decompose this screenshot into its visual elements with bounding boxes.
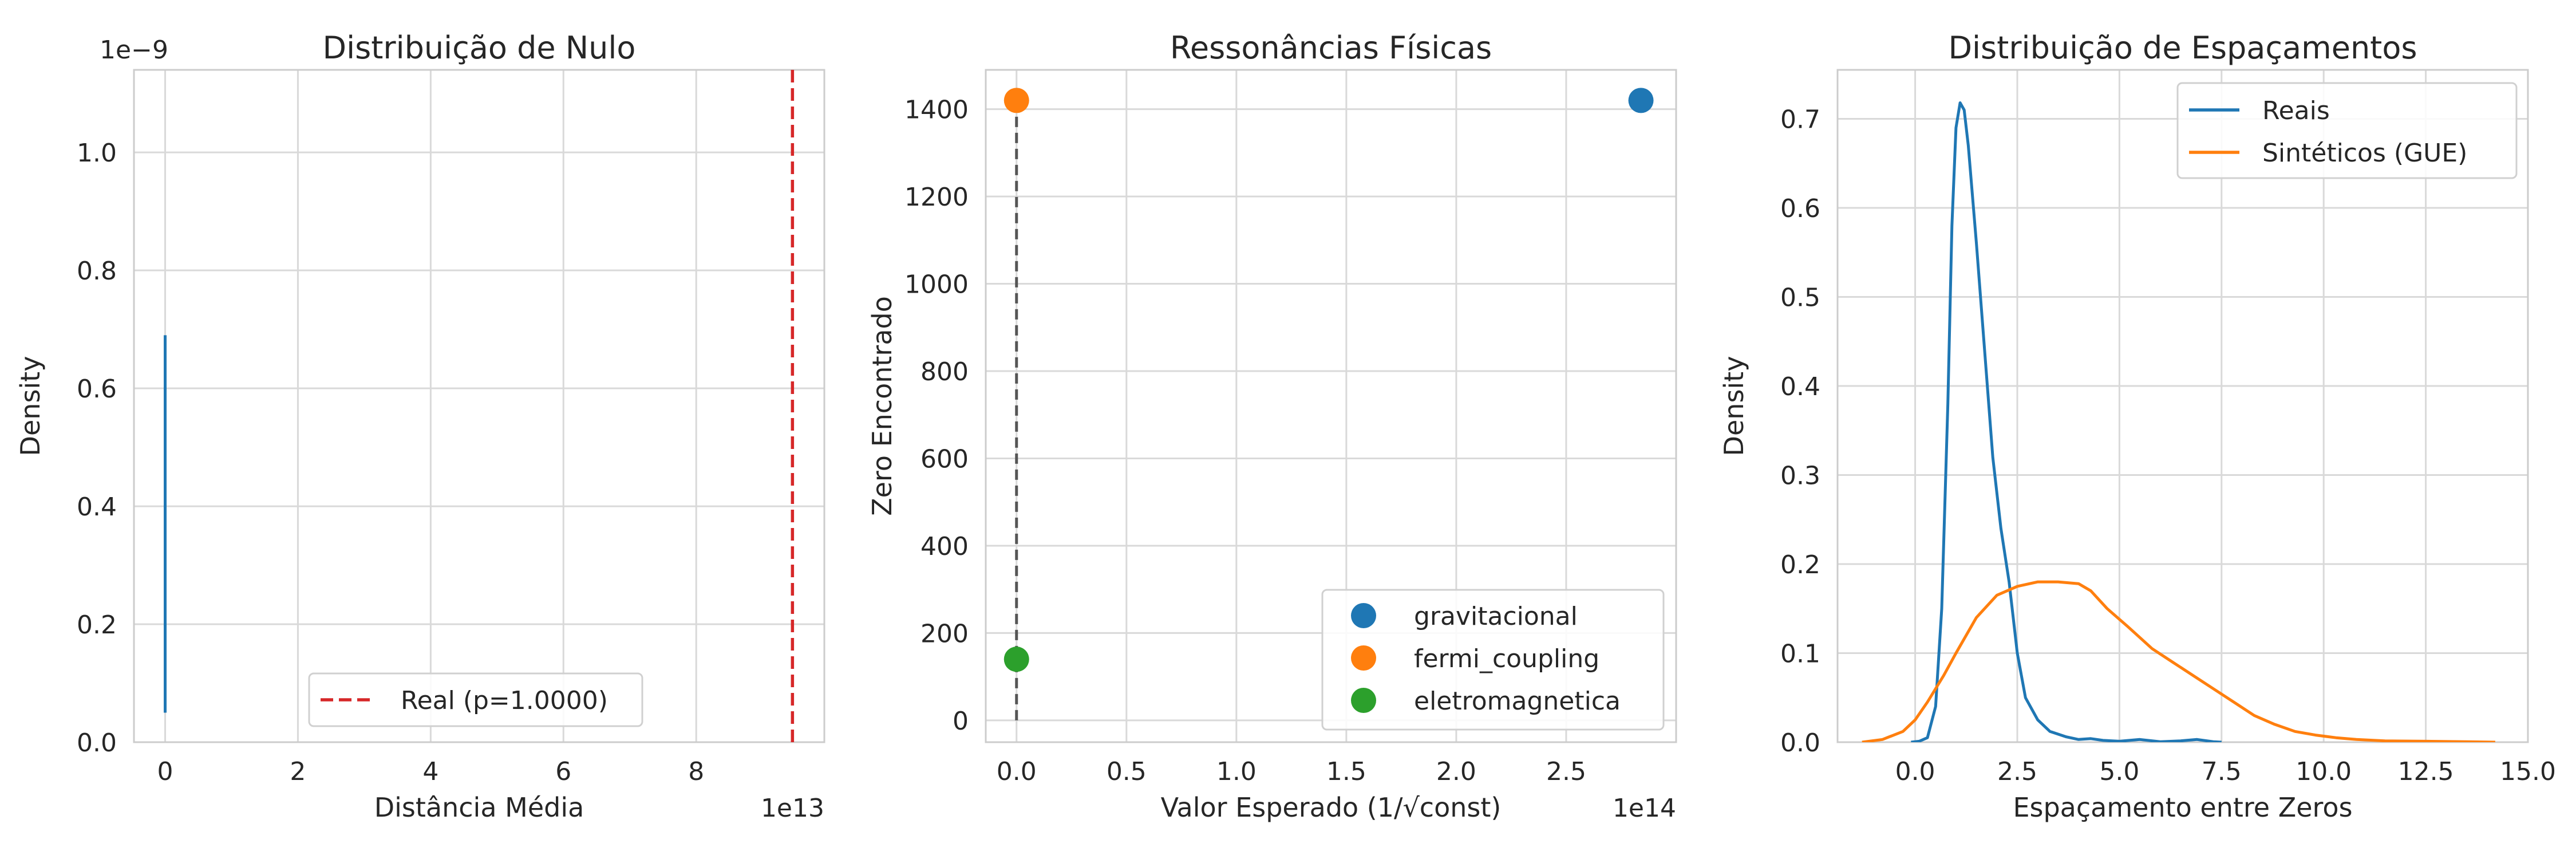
legend-label: Reais <box>2262 96 2330 125</box>
x-tick-label: 8 <box>688 757 704 786</box>
y-tick-label: 0.7 <box>1780 105 1820 135</box>
x-tick-label: 0.0 <box>997 757 1037 786</box>
y-tick-label: 0.5 <box>1780 283 1820 313</box>
x-tick-label: 10.0 <box>2296 757 2352 786</box>
scatter-point-gravitacional <box>1628 88 1654 113</box>
plot-area <box>164 70 795 742</box>
y-tick-label: 0 <box>953 707 969 736</box>
x-tick-label: 5.0 <box>2099 757 2139 786</box>
scatter-point-eletromagnetica <box>1003 647 1029 672</box>
legend-marker <box>1351 688 1376 713</box>
x-tick-label: 2 <box>290 757 306 786</box>
x-tick-label: 15.0 <box>2500 757 2556 786</box>
x-tick-label: 1.5 <box>1326 757 1366 786</box>
y-tick-label: 400 <box>920 532 969 561</box>
y-tick-label: 0.6 <box>1780 194 1820 223</box>
chart-panel-1: 0 2 4 6 8 0.0 0.2 0.4 0.6 0.8 1.0 Distribuição de N… <box>15 30 825 823</box>
legend-box <box>1321 589 1665 731</box>
chart-title: Distribuição de Espaçamentos <box>1948 30 2417 66</box>
legend-marker <box>1351 603 1376 628</box>
y-tick-label: 200 <box>920 619 969 648</box>
legend-label: Sintéticos (GUE) <box>2262 139 2467 168</box>
x-axis-label: Espaçamento entre Zeros <box>2013 792 2352 823</box>
chart-panel-3: 0.0 2.5 5.0 7.5 10.0 12.5 15.0 0.0 0.1 0.2 0.3 0.4 0… <box>1718 30 2556 823</box>
x-tick-label: 1.0 <box>1216 757 1257 786</box>
legend-box <box>2176 82 2518 179</box>
x-axis-label: Valor Esperado (1/√const) <box>1161 792 1502 823</box>
x-offset-label: 1e14 <box>1613 794 1676 823</box>
y-tick-label: 0.4 <box>77 492 117 522</box>
legend-box <box>308 672 643 727</box>
scatter-point-fermi-coupling <box>1003 88 1029 113</box>
plot-frame <box>1836 69 2529 743</box>
chart-panel-2: 0.0 0.5 1.0 1.5 2.0 2.5 0 200 400 600 800 1000 1200 1… <box>867 30 1677 823</box>
legend-label: gravitacional <box>1414 602 1578 631</box>
legend-label: fermi_coupling <box>1414 644 1599 673</box>
y-tick-label: 1000 <box>904 270 969 300</box>
x-tick-label: 7.5 <box>2202 757 2242 786</box>
legend-label: eletromagnetica <box>1414 687 1621 716</box>
plot-area <box>1862 101 2495 742</box>
y-axis-label: Zero Encontrado <box>867 296 898 516</box>
series-line-reais <box>1911 101 2222 742</box>
y-tick-label: 800 <box>920 357 969 387</box>
y-tick-label: 1400 <box>904 96 969 125</box>
x-tick-label: 0.0 <box>1895 757 1935 786</box>
x-tick-label: 2.0 <box>1436 757 1476 786</box>
y-axis-label: Density <box>15 356 46 456</box>
y-tick-label: 600 <box>920 444 969 474</box>
y-tick-label: 1.0 <box>77 139 117 168</box>
legend-marker <box>1351 645 1376 671</box>
plot-area <box>1003 88 1654 720</box>
y-tick-label: 0.3 <box>1780 462 1820 491</box>
x-tick-label: 6 <box>555 757 571 786</box>
y-tick-label: 0.0 <box>77 728 117 758</box>
y-tick-label: 0.2 <box>77 610 117 640</box>
y-tick-label: 0.8 <box>77 257 117 286</box>
x-tick-label: 2.5 <box>1546 757 1586 786</box>
y-tick-label: 1200 <box>904 183 969 212</box>
x-offset-label: 1e13 <box>761 794 824 823</box>
plot-frame <box>133 69 825 743</box>
chart-title: Distribuição de Nulo <box>323 30 636 66</box>
y-tick-label: 0.1 <box>1780 640 1820 669</box>
y-axis-label: Density <box>1718 356 1749 456</box>
legend: gravitacional fermi_coupling eletromagneti… <box>1321 589 1665 731</box>
y-tick-label: 0.4 <box>1780 372 1820 401</box>
x-tick-label: 12.5 <box>2398 757 2454 786</box>
x-axis-label: Distância Média <box>374 792 584 823</box>
y-tick-label: 0.0 <box>1780 728 1820 758</box>
x-tick-label: 0 <box>157 757 173 786</box>
legend: Reais Sintéticos (GUE) <box>2176 82 2518 179</box>
legend: Real (p=1.0000) <box>308 672 643 727</box>
legend-label: Real (p=1.0000) <box>401 686 608 715</box>
y-offset-label: 1e−9 <box>100 36 168 65</box>
y-tick-label: 0.2 <box>1780 550 1820 580</box>
x-tick-label: 2.5 <box>1997 757 2037 786</box>
x-tick-label: 0.5 <box>1107 757 1147 786</box>
plot-frame <box>985 69 1677 743</box>
chart-title: Ressonâncias Físicas <box>1170 30 1492 66</box>
x-tick-label: 4 <box>422 757 438 786</box>
y-tick-label: 0.6 <box>77 375 117 404</box>
series-line-sint-ticos-gue- <box>1862 580 2495 742</box>
